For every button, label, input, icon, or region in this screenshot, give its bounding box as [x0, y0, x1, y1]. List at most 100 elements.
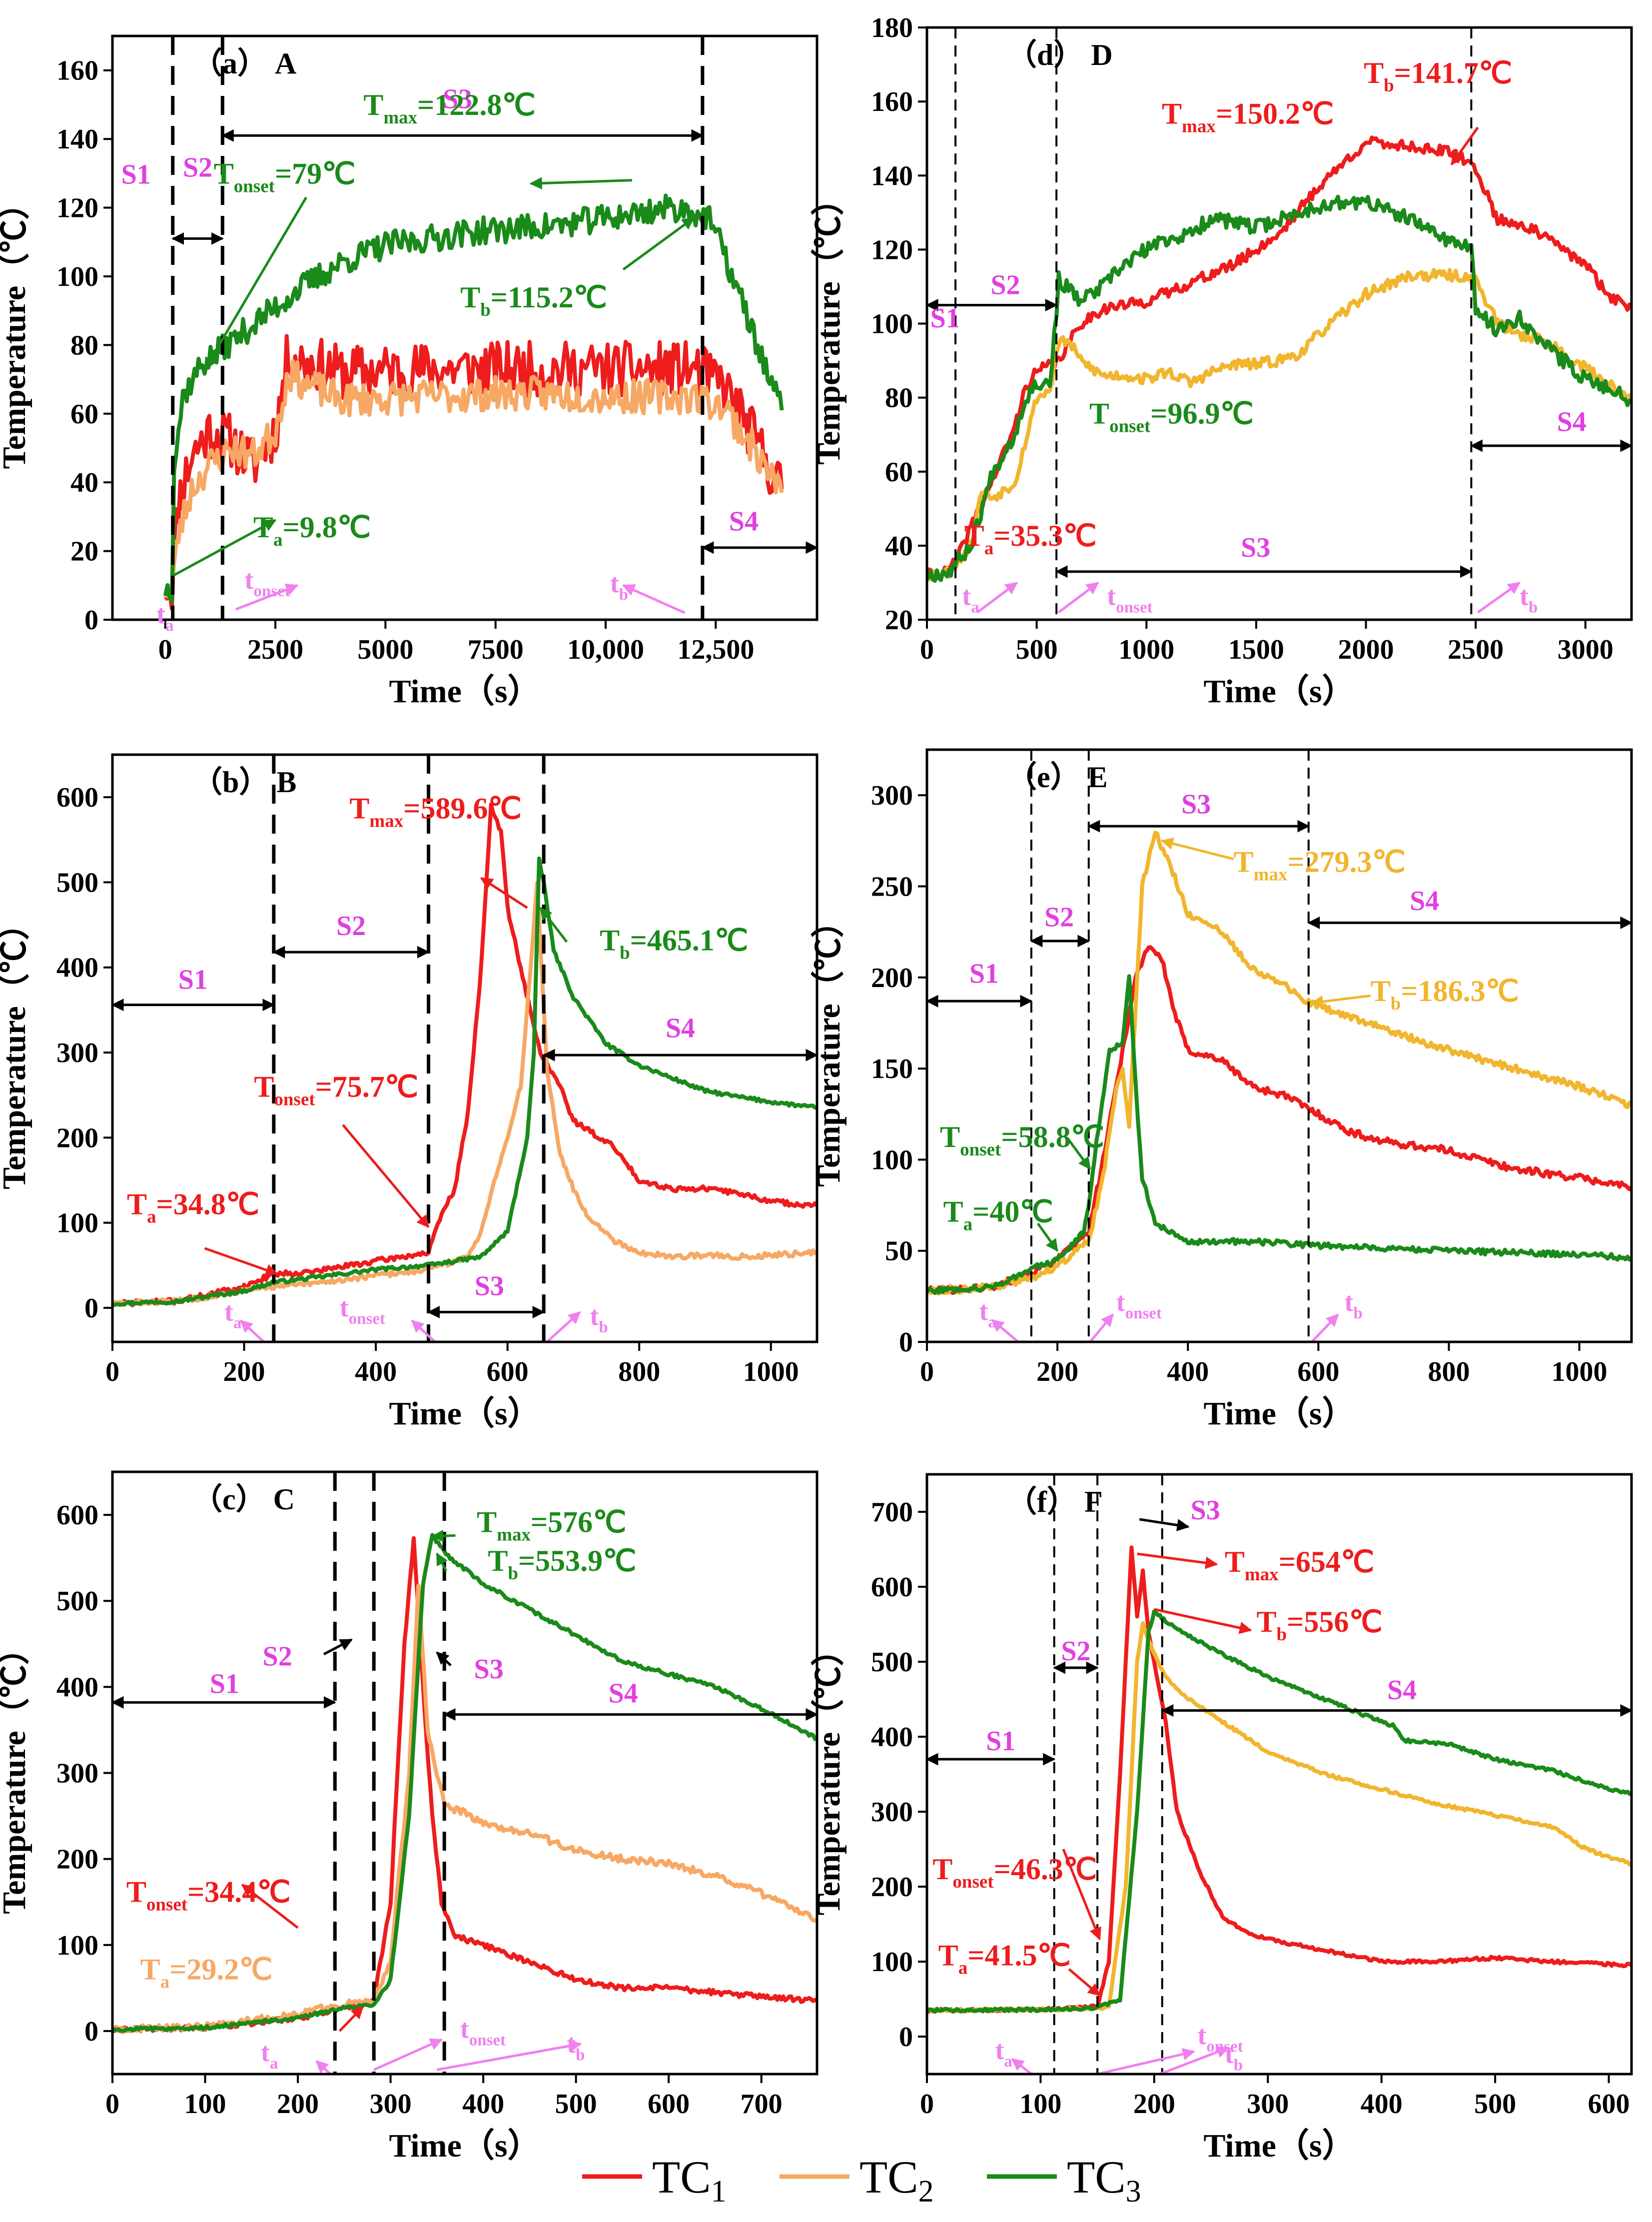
- y-tick-label: 120: [871, 234, 913, 265]
- temperature-annotation: Tb=141.7℃: [1364, 56, 1512, 96]
- temperature-annotation: Tmax=654℃: [1225, 1545, 1374, 1585]
- x-tick-label: 10,000: [567, 634, 644, 665]
- stage-label: S4: [1410, 886, 1439, 917]
- x-tick-label: 1000: [1552, 1356, 1608, 1387]
- time-marker-label: tb: [1345, 1287, 1363, 1322]
- annotation-arrow: [436, 1552, 448, 1572]
- y-axis-title: Temperature（℃）: [810, 905, 847, 1187]
- y-tick-label: 0: [899, 1327, 913, 1358]
- series-group: [112, 802, 817, 1307]
- y-tick-label: 0: [84, 1293, 98, 1324]
- temperature-annotation: Tonset=34.4℃: [126, 1876, 291, 1915]
- time-marker-label: tb: [1520, 581, 1538, 616]
- annotation-arrow: [976, 581, 1018, 614]
- stage-label: S3: [443, 83, 472, 114]
- x-tick-label: 7500: [468, 634, 524, 665]
- x-tick-label: 400: [355, 1356, 397, 1387]
- series-group: [927, 135, 1632, 583]
- plot-frame: [111, 753, 819, 1343]
- time-marker-label: ta: [261, 2037, 278, 2073]
- x-tick-label: 500: [1474, 2089, 1516, 2120]
- x-tick-label: 400: [1167, 1356, 1209, 1387]
- stage-label: S1: [969, 959, 999, 990]
- y-axis-title: Temperature（℃）: [0, 1632, 32, 1914]
- annotation-arrow: [203, 196, 307, 370]
- x-tick-label: 500: [555, 2089, 597, 2120]
- temperature-annotation: Tonset=75.7℃: [254, 1071, 418, 1110]
- x-tick-label: 400: [462, 2089, 504, 2120]
- x-tick-label: 300: [1247, 2089, 1289, 2120]
- time-marker-label: tonset: [244, 565, 290, 600]
- stage-label: S1: [178, 964, 208, 995]
- x-tick-label: 200: [223, 1356, 265, 1387]
- series-group: [927, 831, 1632, 1296]
- annotation-arrow: [1137, 1552, 1218, 1569]
- y-axis-title: Temperature（℃）: [0, 907, 32, 1189]
- temperature-annotation: Tonset=96.9℃: [1089, 397, 1254, 436]
- y-tick-label: 0: [899, 2022, 913, 2053]
- annotation-arrow: [1036, 1222, 1059, 1252]
- x-tick-label: 600: [1297, 1356, 1339, 1387]
- y-axis-title: Temperature（℃）: [0, 187, 32, 469]
- y-tick-label: 300: [56, 1758, 98, 1789]
- y-tick-label: 100: [871, 1144, 913, 1175]
- temperature-annotation: Tonset=79℃: [214, 157, 356, 196]
- annotation-arrow: [622, 584, 686, 614]
- annotation-arrow: [342, 1124, 430, 1228]
- x-axis-title: Time（s）: [389, 673, 540, 710]
- y-tick-label: 500: [56, 1586, 98, 1617]
- temperature-annotation: Tb=115.2℃: [460, 281, 607, 320]
- annotation-arrow: [436, 2040, 582, 2071]
- annotation-arrow: [204, 1247, 278, 1276]
- stage-label: S3: [475, 1270, 504, 1301]
- stage-label: S2: [183, 152, 212, 183]
- x-tick-label: 2500: [247, 634, 303, 665]
- series-line-tc2alt: [927, 831, 1632, 1296]
- plot-frame: [925, 1473, 1633, 2076]
- panel-title: （e） E: [1007, 760, 1108, 794]
- panel-title: （d） D: [1007, 38, 1113, 71]
- annotation-arrow: [539, 907, 568, 943]
- y-tick-label: 500: [871, 1647, 913, 1678]
- x-tick-label: 1000: [743, 1356, 799, 1387]
- y-tick-label: 700: [871, 1497, 913, 1528]
- stage-label: S3: [474, 1654, 504, 1685]
- y-tick-label: 250: [871, 871, 913, 902]
- time-marker-label: tb: [590, 1301, 608, 1336]
- y-tick-label: 400: [56, 953, 98, 984]
- y-tick-label: 200: [871, 963, 913, 994]
- temperature-annotation: Ta=41.5℃: [938, 1939, 1071, 1979]
- series-group: [163, 193, 784, 611]
- x-tick-label: 1500: [1228, 634, 1284, 665]
- time-marker-label: ta: [995, 2035, 1012, 2071]
- y-tick-label: 600: [56, 782, 98, 813]
- temperature-annotation: Tmax=279.3℃: [1234, 845, 1406, 885]
- series-line-tc3: [163, 193, 784, 604]
- y-tick-label: 0: [84, 2016, 98, 2047]
- stage-label: S2: [1061, 1636, 1090, 1667]
- y-tick-label: 400: [56, 1672, 98, 1703]
- y-tick-label: 100: [871, 1947, 913, 1978]
- x-tick-label: 1000: [1118, 634, 1174, 665]
- x-axis-title: Time（s）: [389, 1395, 540, 1432]
- series-line-tc1: [112, 802, 817, 1307]
- series-line-tc1: [927, 135, 1632, 581]
- x-tick-label: 0: [105, 2089, 119, 2120]
- annotation-arrow: [1311, 1313, 1339, 1343]
- x-tick-label: 12,500: [677, 634, 754, 665]
- x-tick-label: 800: [1428, 1356, 1470, 1387]
- temperature-annotation: Tb=465.1℃: [600, 924, 748, 964]
- stage-label: S4: [666, 1013, 695, 1044]
- x-tick-label: 600: [1588, 2089, 1630, 2120]
- y-tick-label: 300: [871, 780, 913, 811]
- annotation-arrow: [1160, 837, 1234, 861]
- series-line-tc2: [163, 359, 784, 599]
- y-tick-label: 160: [871, 86, 913, 117]
- x-tick-label: 800: [618, 1356, 660, 1387]
- panels: 0 2500 5000 7500 10,000 12,500020406080100120…: [0, 12, 1633, 2164]
- plot-frame: [111, 34, 819, 621]
- annotation-arrow: [1154, 1608, 1252, 1634]
- y-tick-label: 40: [885, 531, 913, 562]
- x-tick-label: 600: [648, 2089, 690, 2120]
